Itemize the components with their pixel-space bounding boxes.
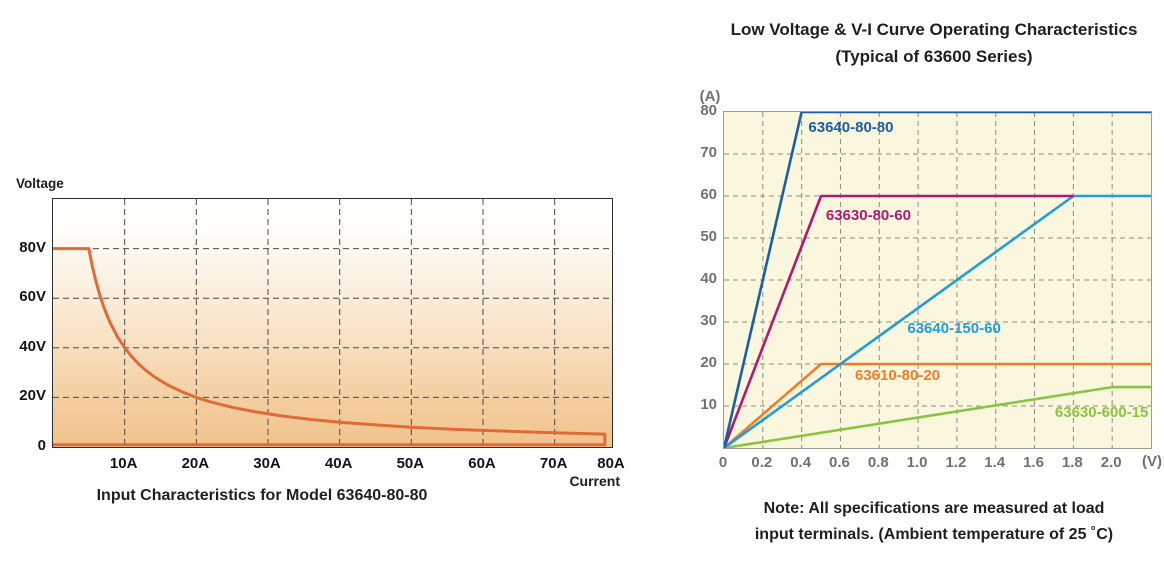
y-axis-title-voltage: Voltage [16,176,64,191]
x-tick-label-80A: 80A [597,455,625,472]
x-tick-label-0.4: 0.4 [790,454,812,471]
low-voltage-vi-curves-svg [724,112,1151,448]
x-tick-label-1.8: 1.8 [1061,454,1083,471]
right-chart-title-block: Low Voltage & V-I Curve Operating Charac… [704,16,1164,70]
left-plot-area [52,198,613,448]
y-tick-label-40: 40 [700,270,717,287]
series-label-63630-600-15: 63630-600-15 [1054,404,1149,422]
x-tick-label-10A: 10A [109,455,138,472]
x-tick-label-0.2: 0.2 [751,454,773,471]
y-tick-label-80V: 80V [19,238,46,256]
x-tick-label-0.8: 0.8 [867,454,889,471]
y-tick-label-60: 60 [700,186,717,203]
right-plot-area [723,111,1152,449]
x-axis-unit-label: (V) [1142,453,1162,470]
series-line-63630-600-15 [724,385,1151,448]
x-tick-label-20A: 20A [181,455,210,472]
left-chart-caption: Input Characteristics for Model 63640-80… [96,487,428,504]
y-tick-label-20V: 20V [19,387,46,405]
y-tick-label-70: 70 [700,144,717,161]
y-tick-label-80: 80 [700,102,717,119]
x-tick-label-1.4: 1.4 [984,454,1006,471]
x-tick-label-1.6: 1.6 [1023,454,1044,471]
x-tick-label-1.2: 1.2 [945,454,967,471]
x-tick-label-0: 0 [718,454,728,471]
y-tick-label-20: 20 [700,354,717,371]
series-label-63630-80-60: 63630-80-60 [825,207,911,224]
y-axis-unit-label: (A) [699,88,721,105]
y-tick-label-50: 50 [700,228,717,245]
y-tick-label-30: 30 [700,312,717,329]
x-tick-label-2.0: 2.0 [1100,454,1122,471]
x-tick-label-1.0: 1.0 [906,454,928,471]
right-chart-title: Low Voltage & V-I Curve Operating Charac… [730,20,1138,39]
series-label-63640-150-60: 63640-150-60 [907,320,1001,338]
series-line-63630-80-60 [724,194,1074,448]
x-tick-label-0.6: 0.6 [829,454,850,471]
y-tick-label-40V: 40V [19,337,46,355]
series-label-63610-80-20: 63610-80-20 [854,366,941,384]
series-line-63640-80-80 [724,112,1151,448]
y-tick-label-0: 0 [37,437,46,454]
series-line-63610-80-20 [724,362,1151,448]
series-line-63640-150-60 [724,194,1151,448]
x-axis-title-current: Current [569,473,620,489]
note-line-1: Note: All specifications are measured at… [763,500,1105,517]
x-tick-label-70A: 70A [539,455,568,472]
input-characteristics-svg [53,199,612,447]
series-label-63640-80-80: 63640-80-80 [808,118,894,136]
x-tick-label-30A: 30A [253,455,281,472]
right-chart-subtitle: (Typical of 63600 Series) [835,47,1033,66]
series-line-63640-80-80-input-envelope [53,247,607,447]
x-tick-label-40A: 40A [324,455,353,472]
x-tick-label-50A: 50A [396,455,425,472]
note-text: Note: All specifications are measured at… [704,496,1164,548]
x-tick-label-60A: 60A [468,455,496,472]
y-tick-label-60V: 60V [19,288,46,306]
note-line-2: input terminals. (Ambient temperature of… [754,526,1114,543]
y-tick-label-10: 10 [700,396,717,413]
